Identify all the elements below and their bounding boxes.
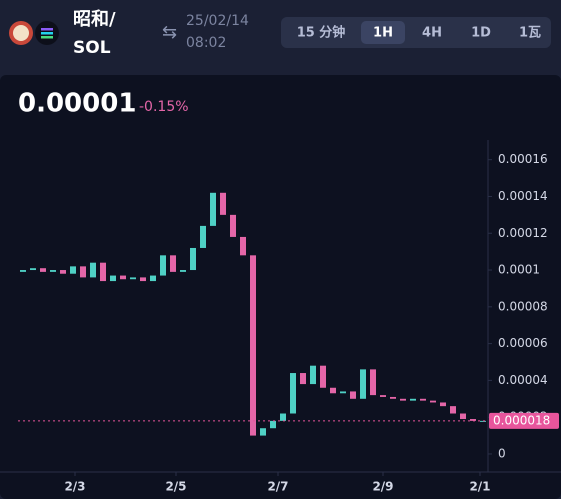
candle (140, 277, 146, 282)
candle (210, 192, 216, 226)
swap-icon[interactable]: ⇆ (162, 22, 177, 43)
y-tick-label: 0.00014 (498, 189, 548, 203)
tab[interactable]: 4H (422, 26, 442, 41)
x-tick-label: 2/1 (469, 480, 490, 494)
candle (200, 225, 206, 248)
y-tick-label: 0.00006 (498, 336, 548, 350)
tab-group (281, 17, 551, 48)
candle (370, 369, 376, 396)
candle (460, 413, 466, 420)
tab[interactable]: 15 分钟 (297, 25, 346, 41)
pair-quote: SOL (73, 38, 111, 58)
candle (60, 270, 66, 274)
candle (450, 406, 456, 414)
candle (40, 268, 46, 272)
candle (180, 270, 186, 272)
candle (120, 275, 126, 280)
x-tick-label: 2/3 (64, 480, 85, 494)
candle (440, 402, 446, 407)
candle (50, 270, 56, 272)
candle (350, 391, 356, 399)
candle (220, 192, 226, 215)
candle (110, 275, 116, 282)
y-tick-label: 0.00004 (498, 373, 548, 387)
y-tick-label: 0 (498, 446, 506, 460)
candle (430, 400, 436, 403)
y-tick-label: 0.00008 (498, 299, 548, 313)
tab[interactable]: 1D (471, 26, 491, 41)
candle (330, 387, 336, 394)
candle (70, 266, 76, 274)
sol-stripe (41, 28, 53, 31)
tab[interactable]: 1H (373, 26, 393, 41)
candle (400, 398, 406, 401)
chart-panel (0, 75, 561, 499)
candle (170, 255, 176, 272)
candle (340, 391, 346, 394)
candle (390, 396, 396, 399)
candle (470, 419, 476, 421)
x-tick-label: 2/9 (372, 480, 393, 494)
tab-active-bg[interactable] (361, 21, 405, 44)
candle (130, 277, 136, 280)
candle (160, 255, 166, 276)
candle (280, 413, 286, 421)
candle (30, 268, 36, 271)
sol-stripe (41, 36, 53, 39)
candle (90, 262, 96, 278)
y-tick-label: 0.00012 (498, 226, 548, 240)
candle (270, 420, 276, 429)
candle (290, 373, 296, 414)
candle (420, 398, 426, 401)
x-tick-label: 2/5 (165, 480, 186, 494)
candle (100, 262, 106, 282)
current-price-tag (489, 412, 559, 429)
pair-base: 昭和/ (73, 9, 116, 30)
candle (360, 369, 366, 399)
candle (300, 373, 306, 385)
candle (380, 395, 386, 397)
candle (20, 270, 26, 272)
candle (240, 236, 246, 256)
candle (320, 365, 326, 388)
date: 25/02/14 (186, 13, 249, 29)
price: 0.00001 (18, 89, 136, 119)
time: 08:02 (186, 35, 226, 51)
candle (230, 214, 236, 237)
candle (250, 255, 256, 436)
current-price-label: 0.000018 (493, 413, 550, 427)
candle (260, 428, 266, 436)
y-tick-label: 0.0001 (498, 263, 540, 277)
candle (310, 365, 316, 385)
candle (190, 247, 196, 271)
candle (410, 398, 416, 401)
candle (80, 266, 86, 278)
sol-stripe (41, 32, 53, 35)
price-change: -0.15% (139, 99, 189, 115)
token-logo-inner (13, 25, 29, 41)
y-tick-label: 0.00016 (498, 152, 548, 166)
tab[interactable]: 1瓦 (519, 26, 541, 41)
x-tick-label: 2/7 (267, 480, 288, 494)
candle (150, 275, 156, 282)
